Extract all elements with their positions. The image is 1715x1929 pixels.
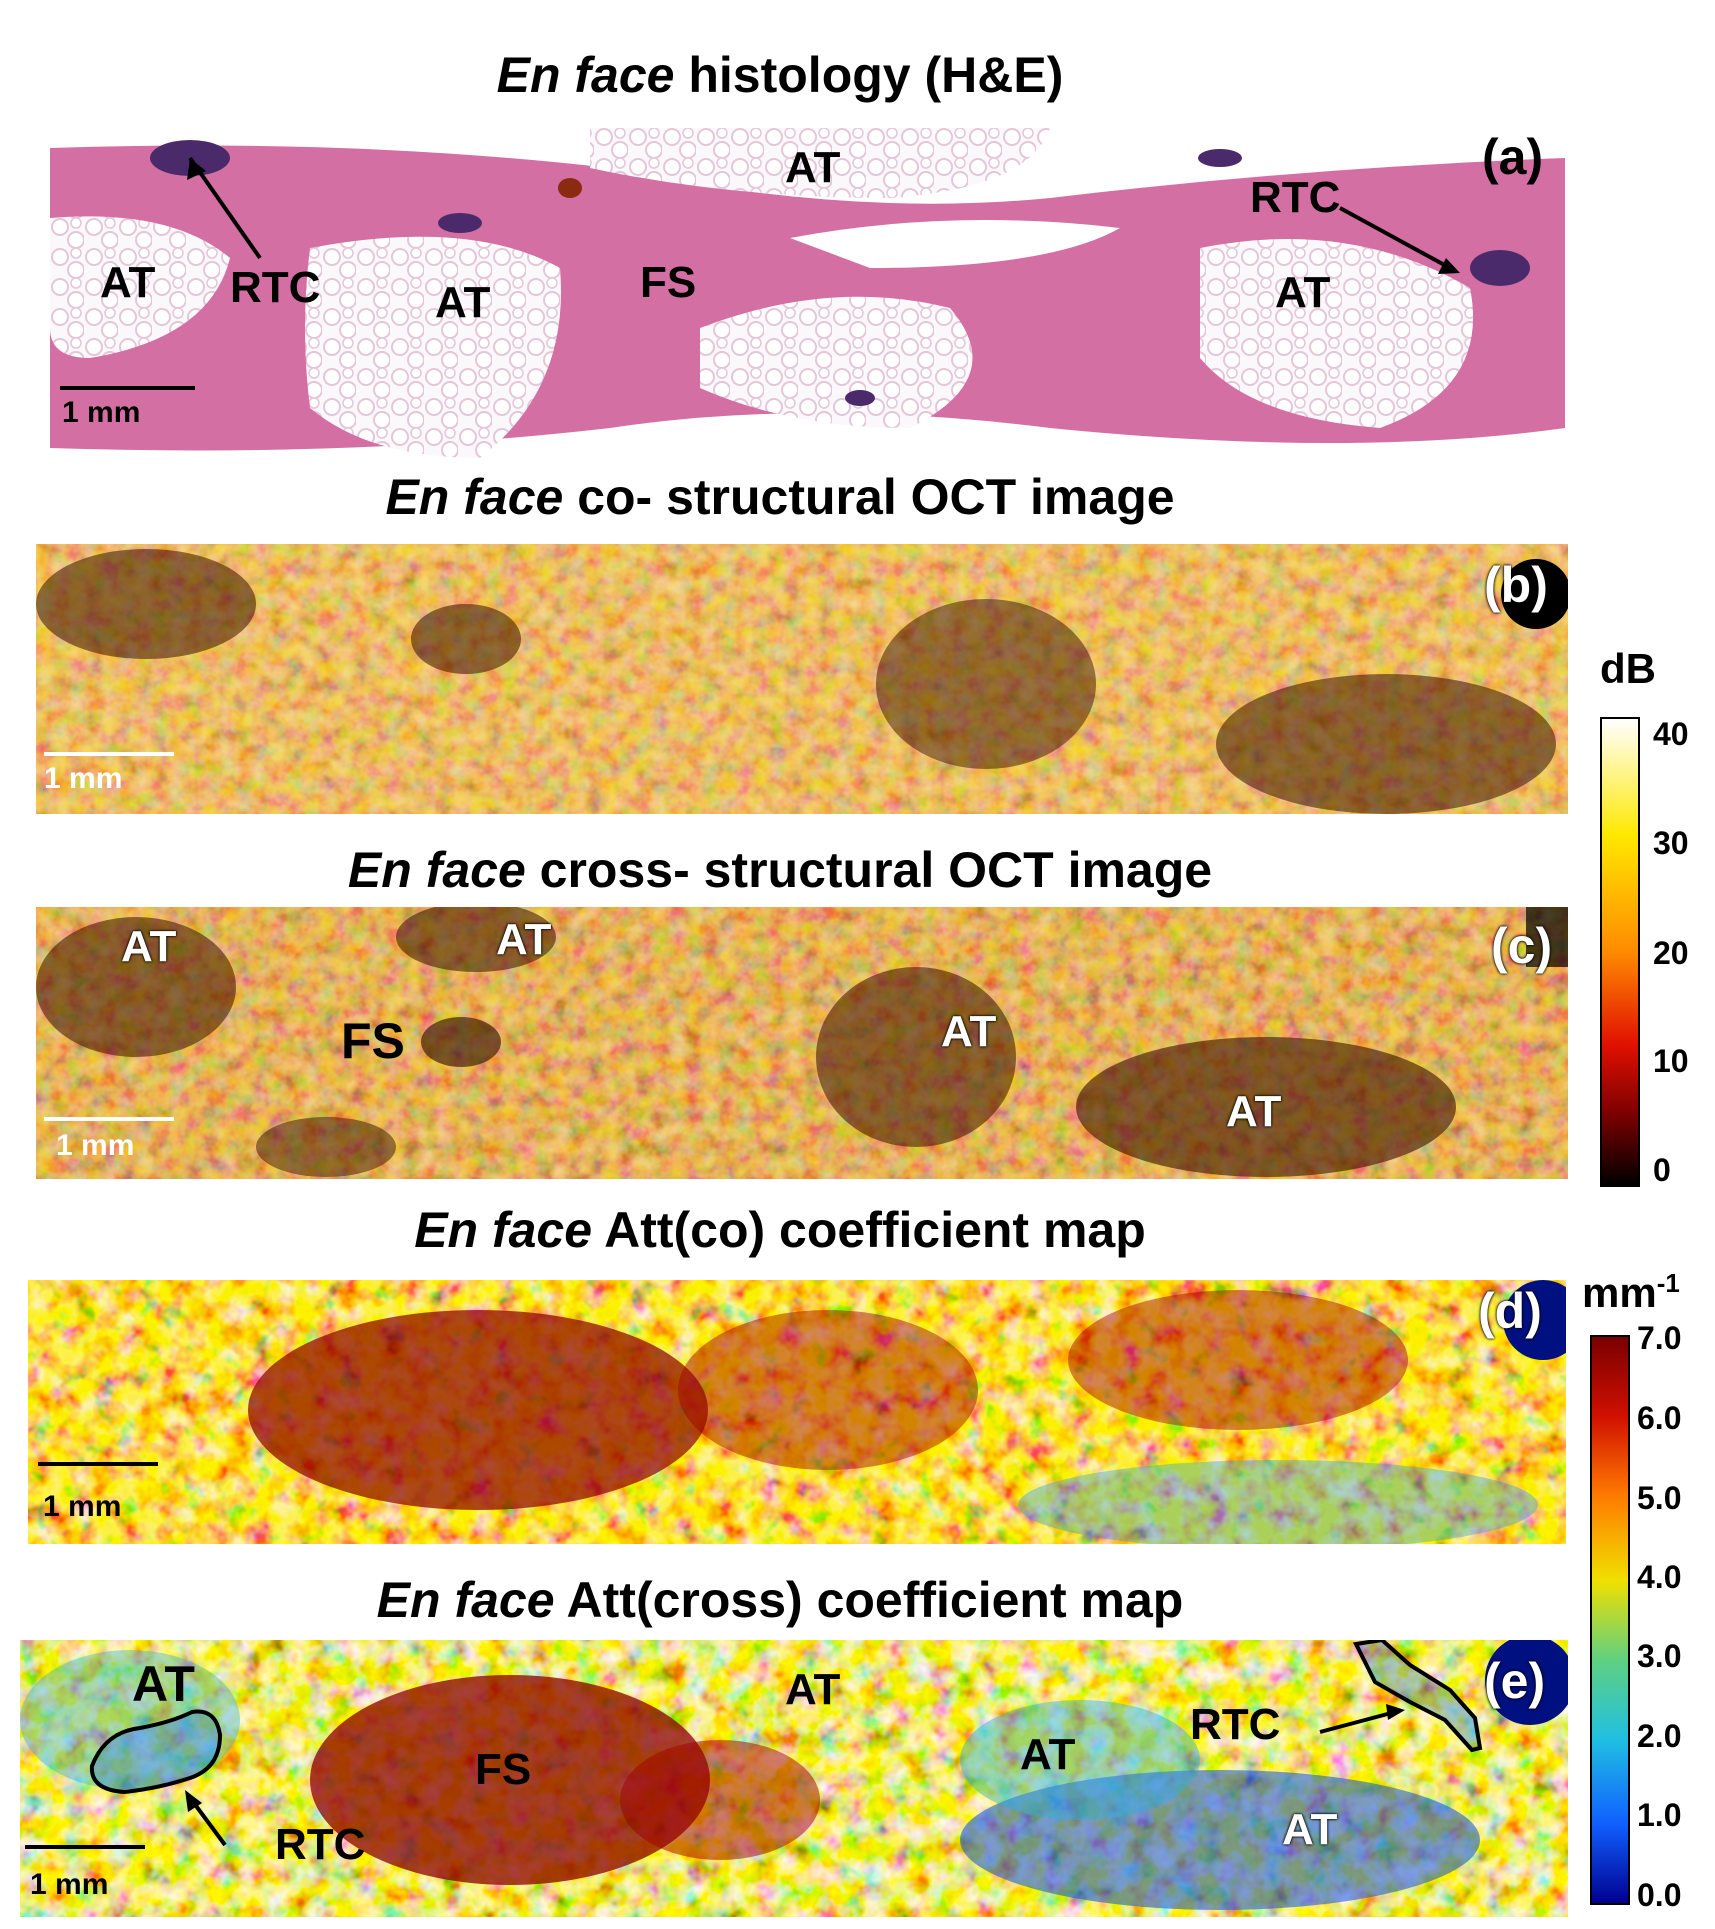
histology-image-panel-a: AT AT AT AT RTC RTC FS 1 mm (a) [50, 128, 1565, 458]
title-panel-c: En face cross- structural OCT image [0, 840, 1560, 900]
title-panel-e: En face Att(cross) coefficient map [0, 1570, 1560, 1630]
colorbar-att [1590, 1335, 1630, 1905]
colorbar-att-tick: 7.0 [1637, 1320, 1682, 1356]
title-e-italic: En face [376, 1572, 555, 1628]
oct-cross-image [36, 907, 1568, 1179]
panel-tag-c: (c) [1491, 918, 1553, 974]
label-at: AT [100, 258, 156, 307]
label-at: AT [1282, 1805, 1338, 1854]
scale-bar-label: 1 mm [44, 762, 123, 795]
label-rtc: RTC [275, 1820, 366, 1869]
scale-bar-label: 1 mm [43, 1490, 122, 1523]
label-at: AT [941, 1007, 997, 1056]
title-b-italic: En face [385, 469, 564, 525]
scale-bar [25, 1845, 145, 1849]
title-d-rest: Att(co) coefficient map [592, 1202, 1146, 1258]
label-fs: FS [640, 258, 697, 307]
colorbar-att-unit-sup: -1 [1656, 1268, 1680, 1298]
histology-image [50, 128, 1565, 458]
colorbar-att-tick: 5.0 [1637, 1480, 1682, 1516]
colorbar-db-tick: 0 [1653, 1152, 1671, 1188]
rtc-outline-left [89, 1709, 223, 1795]
title-d-italic: En face [414, 1202, 593, 1258]
att-cross-map [20, 1640, 1568, 1917]
scale-bar-label: 1 mm [62, 396, 141, 429]
arrow-rtc-right [1319, 1710, 1396, 1734]
scale-bar-label: 1 mm [30, 1868, 109, 1901]
label-at: AT [785, 1665, 841, 1714]
colorbar-att-tick: 6.0 [1637, 1400, 1682, 1436]
label-rtc: RTC [1190, 1700, 1281, 1749]
title-c-italic: En face [347, 842, 526, 898]
colorbar-att-tick: 4.0 [1637, 1559, 1682, 1595]
colorbar-att-tick: 2.0 [1637, 1718, 1682, 1754]
label-at: AT [785, 143, 841, 192]
label-rtc: RTC [1250, 173, 1341, 222]
colorbar-att-tick: 1.0 [1637, 1797, 1682, 1833]
oct-cross-image-panel-c: AT AT FS AT AT 1 mm (c) [36, 907, 1568, 1179]
scale-bar [38, 1462, 158, 1466]
title-a-italic: En face [496, 47, 675, 103]
label-at: AT [1020, 1730, 1076, 1779]
panel-tag-a: (a) [1482, 129, 1544, 185]
title-a-rest: histology (H&E) [674, 47, 1064, 103]
label-at: AT [1226, 1087, 1282, 1136]
colorbar-db-tick: 10 [1653, 1043, 1689, 1079]
colorbar-db-tick: 40 [1653, 716, 1689, 752]
colorbar-att-unit: mm-1 [1582, 1268, 1680, 1317]
att-co-map [28, 1280, 1566, 1544]
title-e-rest: Att(cross) coefficient map [554, 1572, 1184, 1628]
label-at: AT [1275, 268, 1331, 317]
att-cross-map-panel-e: AT AT AT AT FS RTC RTC 1 mm (e) [20, 1640, 1568, 1917]
oct-co-image [36, 544, 1568, 814]
title-c-rest: cross- structural OCT image [525, 842, 1213, 898]
label-rtc: RTC [230, 263, 321, 312]
scale-bar [44, 1117, 174, 1121]
panel-tag-b: (b) [1484, 557, 1548, 613]
arrow-rtc-left [188, 156, 262, 260]
colorbar-db-unit: dB [1600, 645, 1656, 692]
label-at: AT [496, 915, 552, 964]
colorbar-att-unit-base: mm [1582, 1269, 1657, 1316]
label-fs: FS [341, 1013, 405, 1069]
label-fs: FS [475, 1745, 532, 1794]
panel-tag-d: (d) [1478, 1283, 1542, 1339]
oct-co-image-panel-b: 1 mm (b) [36, 544, 1568, 814]
rtc-outline-right [1352, 1640, 1483, 1753]
panel-tag-e: (e) [1484, 1653, 1546, 1709]
scale-bar-label: 1 mm [56, 1129, 135, 1162]
label-at: AT [121, 922, 177, 971]
att-co-map-panel-d: 1 mm (d) [28, 1280, 1566, 1544]
colorbar-db-tick: 30 [1653, 825, 1689, 861]
title-b-rest: co- structural OCT image [563, 469, 1175, 525]
arrow-rtc-right [1339, 206, 1451, 270]
colorbar-db [1600, 717, 1640, 1187]
scale-bar [44, 752, 174, 756]
label-at: AT [132, 1656, 195, 1712]
colorbar-att-tick: 0.0 [1637, 1877, 1682, 1913]
title-panel-d: En face Att(co) coefficient map [0, 1200, 1560, 1260]
scale-bar [60, 386, 195, 390]
title-panel-a: En face histology (H&E) [0, 45, 1560, 105]
colorbar-att-tick: 3.0 [1637, 1638, 1682, 1674]
title-panel-b: En face co- structural OCT image [0, 467, 1560, 527]
colorbar-db-tick: 20 [1653, 935, 1689, 971]
label-at: AT [435, 278, 491, 327]
